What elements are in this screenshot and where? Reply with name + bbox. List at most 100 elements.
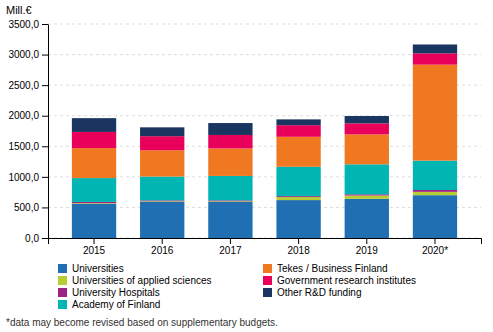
legend-swatch: [58, 288, 67, 297]
y-tick: 2500,0: [8, 80, 48, 91]
y-tick-label: 500,0: [14, 202, 39, 213]
series: [72, 192, 457, 204]
x-tick: 2016: [151, 238, 174, 256]
bar: [208, 135, 252, 148]
bar: [140, 136, 184, 150]
bar: [276, 125, 320, 137]
bar: [413, 190, 457, 192]
legend-item: Universities of applied sciences: [58, 275, 212, 286]
legend-label: Tekes / Business Finland: [277, 263, 388, 274]
x-axis: 2015 2016 2017 2018 2019 2020*: [49, 238, 482, 256]
bar: [345, 116, 389, 123]
grid-line: [48, 24, 481, 25]
series: [72, 44, 457, 136]
bar: [208, 148, 252, 176]
bar: [140, 201, 184, 203]
bar: [276, 200, 320, 238]
legend-swatch: [263, 264, 272, 273]
y-tick-mark: [42, 146, 48, 147]
y-tick: 500,0: [14, 202, 48, 213]
bar: [72, 204, 116, 238]
x-tick: 2019: [356, 238, 379, 256]
grid: [48, 24, 481, 238]
legend-item: Tekes / Business Finland: [263, 263, 388, 274]
bar: [276, 167, 320, 196]
legend-label: Other R&D funding: [277, 287, 362, 298]
x-tick: 2017: [219, 238, 242, 256]
legend-label: Government research institutes: [277, 275, 416, 286]
x-tick-label: 2016: [151, 245, 174, 256]
legend-swatch: [263, 288, 272, 297]
y-tick-mark: [42, 207, 48, 208]
bar: [413, 195, 457, 238]
series: [72, 161, 457, 202]
legend-item: Other R&D funding: [263, 287, 362, 298]
bar: [345, 194, 389, 195]
y-tick-label: 3500,0: [8, 19, 39, 30]
y-tick: 2000,0: [8, 110, 48, 121]
bar: [413, 65, 457, 161]
y-tick-label: 2500,0: [8, 80, 39, 91]
legend-label: Academy of Finland: [72, 299, 160, 310]
bar: [140, 150, 184, 176]
footnote: *data may become revised based on supple…: [6, 317, 278, 328]
y-tick-label: 2000,0: [8, 110, 39, 121]
x-tick: 2020*: [422, 238, 448, 256]
x-tick-mark: [434, 238, 435, 244]
x-tick-label: 2015: [83, 245, 106, 256]
bars: [72, 44, 457, 238]
legend-item: University Hospitals: [58, 287, 160, 298]
x-tick-label: 2019: [356, 245, 379, 256]
y-tick: 0,0: [25, 233, 48, 244]
legend-swatch: [58, 264, 67, 273]
y-tick-label: 0,0: [25, 233, 39, 244]
y-tick-mark: [42, 116, 48, 117]
x-tick-mark: [230, 238, 231, 244]
bar: [345, 134, 389, 164]
y-axis-title: Mill.€: [6, 4, 32, 16]
series: [72, 195, 457, 238]
y-tick: 1000,0: [8, 172, 48, 183]
bar: [72, 203, 116, 205]
bar: [208, 202, 252, 238]
legend: UniversitiesUniversities of applied scie…: [58, 263, 416, 310]
legend-swatch: [263, 276, 272, 285]
x-tick-label: 2018: [287, 245, 310, 256]
y-tick: 1500,0: [8, 141, 48, 152]
x-tick: 2015: [83, 238, 106, 256]
bar: [140, 127, 184, 136]
legend-label: University Hospitals: [72, 287, 160, 298]
legend-swatch: [58, 276, 67, 285]
chart: 0,0500,01000,01500,02000,02500,03000,035…: [0, 0, 493, 332]
y-tick-mark: [42, 238, 48, 239]
x-tick-label: 2020*: [422, 245, 448, 256]
x-tick-label: 2017: [219, 245, 242, 256]
bar: [413, 161, 457, 190]
x-tick: 2018: [287, 238, 310, 256]
bar: [345, 123, 389, 134]
bar: [345, 196, 389, 199]
bar: [345, 199, 389, 238]
series: [72, 53, 457, 150]
bar: [413, 44, 457, 53]
bar: [276, 137, 320, 167]
bar: [140, 177, 184, 201]
y-axis-line: [48, 25, 49, 239]
x-tick-mark: [94, 238, 95, 244]
legend-swatch: [58, 300, 67, 309]
y-tick-mark: [42, 55, 48, 56]
x-axis-line: [49, 239, 482, 245]
y-tick-label: 1500,0: [8, 141, 39, 152]
bar: [72, 118, 116, 132]
bar: [413, 192, 457, 195]
series: [72, 190, 457, 203]
y-tick-label: 1000,0: [8, 172, 39, 183]
bar: [72, 148, 116, 178]
legend-item: Government research institutes: [263, 275, 416, 286]
series: [72, 65, 457, 178]
bar: [140, 202, 184, 238]
bar: [208, 123, 252, 135]
y-tick: 3500,0: [8, 19, 48, 30]
bar: [72, 132, 116, 148]
bar: [345, 164, 389, 194]
